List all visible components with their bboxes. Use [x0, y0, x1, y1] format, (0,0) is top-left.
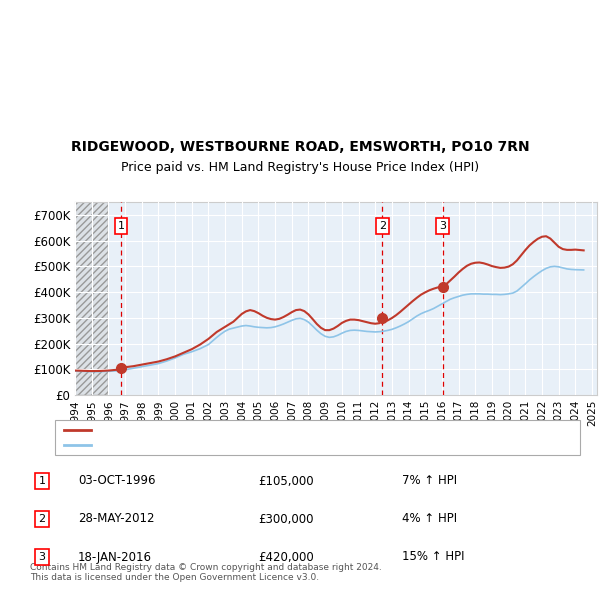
Text: 3: 3: [38, 552, 46, 562]
Text: 18-JAN-2016: 18-JAN-2016: [78, 550, 152, 563]
Text: 1: 1: [38, 476, 46, 486]
Text: HPI: Average price, detached house, Havant: HPI: Average price, detached house, Hava…: [97, 440, 327, 450]
Text: 03-OCT-1996: 03-OCT-1996: [78, 474, 155, 487]
Bar: [75, 202, 109, 395]
Text: 4% ↑ HPI: 4% ↑ HPI: [402, 513, 457, 526]
Text: RIDGEWOOD, WESTBOURNE ROAD, EMSWORTH, PO10 7RN (detached house): RIDGEWOOD, WESTBOURNE ROAD, EMSWORTH, PO…: [97, 425, 500, 435]
Text: Price paid vs. HM Land Registry's House Price Index (HPI): Price paid vs. HM Land Registry's House …: [121, 161, 479, 174]
Text: 1: 1: [118, 221, 124, 231]
Text: RIDGEWOOD, WESTBOURNE ROAD, EMSWORTH, PO10 7RN: RIDGEWOOD, WESTBOURNE ROAD, EMSWORTH, PO…: [71, 140, 529, 154]
Text: 28-MAY-2012: 28-MAY-2012: [78, 513, 155, 526]
Text: 2: 2: [38, 514, 46, 524]
Text: 3: 3: [439, 221, 446, 231]
Text: Contains HM Land Registry data © Crown copyright and database right 2024.
This d: Contains HM Land Registry data © Crown c…: [30, 563, 382, 582]
Bar: [75, 202, 109, 395]
Text: £105,000: £105,000: [258, 474, 314, 487]
Text: £300,000: £300,000: [258, 513, 314, 526]
Text: 2: 2: [379, 221, 386, 231]
Text: 7% ↑ HPI: 7% ↑ HPI: [402, 474, 457, 487]
Text: 15% ↑ HPI: 15% ↑ HPI: [402, 550, 464, 563]
Text: £420,000: £420,000: [258, 550, 314, 563]
